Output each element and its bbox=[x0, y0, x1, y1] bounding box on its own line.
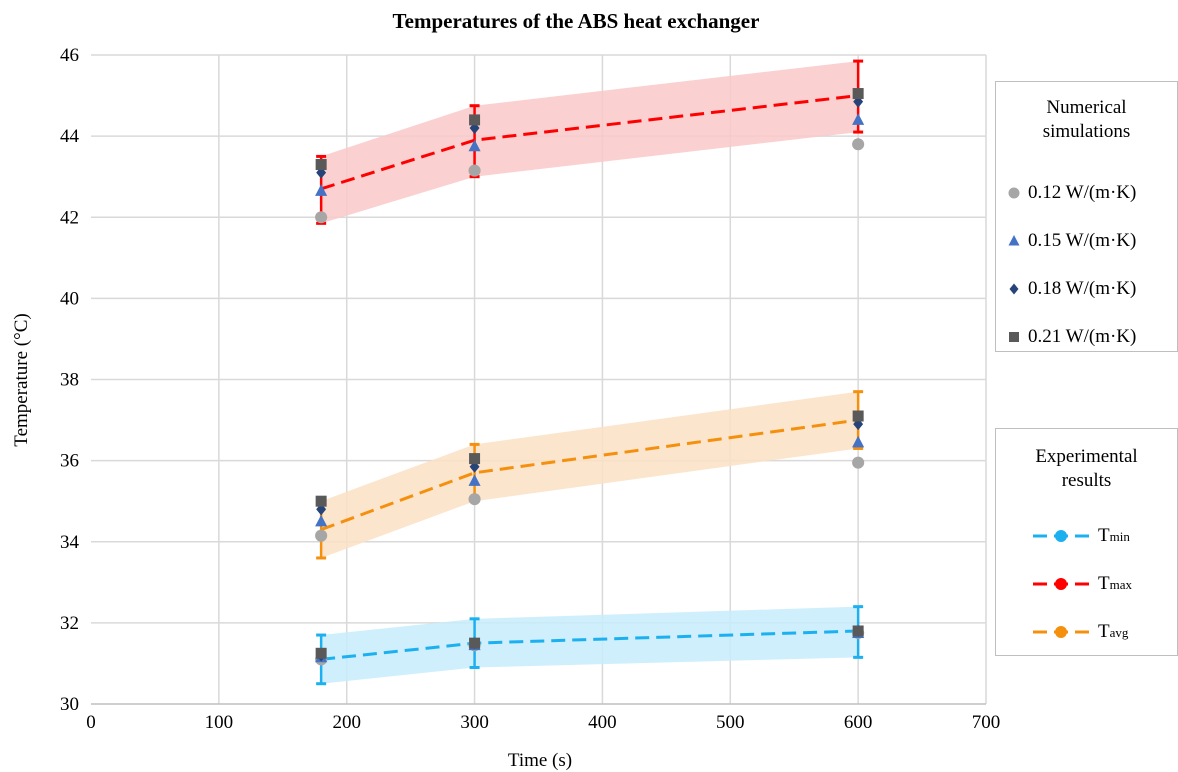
x-tick-label: 0 bbox=[86, 712, 96, 733]
y-tick-label: 36 bbox=[60, 451, 79, 472]
marker-circle bbox=[852, 138, 865, 151]
marker-square bbox=[469, 637, 481, 649]
legend-numerical: Numerical simulations 0.12 W/(m·K) 0.15 W… bbox=[995, 81, 1178, 352]
y-tick-label: 32 bbox=[60, 613, 79, 634]
marker-square bbox=[315, 647, 327, 659]
marker-triangle bbox=[468, 474, 481, 486]
uncertainty-bands bbox=[321, 61, 859, 684]
legend-item-label: 0.12 W/(m·K) bbox=[1028, 182, 1137, 203]
legend-line-max bbox=[1033, 578, 1089, 590]
y-axis-label: Temperature (°C) bbox=[11, 313, 32, 446]
legend-item-min: Tmin bbox=[1032, 523, 1130, 549]
legend-numerical-title: Numerical simulations bbox=[1042, 97, 1131, 142]
legend-item-label: 0.21 W/(m·K) bbox=[1028, 326, 1137, 347]
legend-item-label: 0.15 W/(m·K) bbox=[1028, 230, 1137, 251]
axes: 0 100 200 300 400 500 600 700 30 32 34 36 38 40 42 44 46 bbox=[60, 45, 1000, 733]
legend-item-circle: 0.12 W/(m·K) bbox=[1006, 180, 1136, 206]
legend-item-label: Tavg bbox=[1098, 621, 1129, 642]
marker-triangle bbox=[852, 113, 865, 125]
marker-square bbox=[852, 410, 864, 422]
legend-item-avg: Tavg bbox=[1032, 619, 1128, 645]
legend-line-min bbox=[1033, 530, 1089, 542]
y-tick-label: 38 bbox=[60, 370, 79, 391]
y-tick-label: 42 bbox=[60, 207, 79, 228]
y-tick-label: 30 bbox=[60, 694, 79, 715]
marker-triangle bbox=[315, 514, 328, 527]
marker-square bbox=[469, 114, 481, 126]
y-tick-label: 40 bbox=[60, 288, 79, 309]
marker-circle bbox=[852, 456, 865, 469]
legend-marker-shape bbox=[1008, 235, 1020, 246]
legend-line-marker bbox=[1055, 530, 1067, 542]
x-tick-label: 600 bbox=[844, 712, 873, 733]
legend-marker-shape bbox=[1009, 283, 1019, 295]
legend-experimental: Experimental results Tmin Tmax Tavg bbox=[995, 428, 1178, 656]
marker-square bbox=[469, 453, 481, 465]
x-tick-label: 700 bbox=[972, 712, 1001, 733]
legend-line-avg bbox=[1033, 626, 1089, 638]
x-axis-label: Time (s) bbox=[508, 750, 572, 771]
chart-title: Temperatures of the ABS heat exchanger bbox=[393, 9, 760, 33]
marker-circle bbox=[315, 529, 328, 542]
legend-item-max: Tmax bbox=[1032, 571, 1132, 597]
legend-item-label: Tmax bbox=[1098, 573, 1132, 594]
x-tick-label: 300 bbox=[460, 712, 489, 733]
x-tick-label: 500 bbox=[716, 712, 745, 733]
x-tick-label: 100 bbox=[205, 712, 234, 733]
line-avg bbox=[320, 418, 859, 531]
marker-circle bbox=[468, 164, 481, 177]
x-tick-label: 200 bbox=[332, 712, 361, 733]
legend-marker-shape bbox=[1008, 187, 1020, 199]
marker-triangle bbox=[852, 435, 865, 448]
legend-item-subscript: avg bbox=[1109, 625, 1129, 640]
legend-item-triangle: 0.15 W/(m·K) bbox=[1006, 228, 1136, 254]
band-avg bbox=[321, 391, 859, 558]
legend-marker-diamond bbox=[1009, 283, 1019, 295]
legend-marker-circle bbox=[1008, 187, 1020, 199]
legend-item-subscript: max bbox=[1109, 577, 1132, 592]
band-min bbox=[321, 606, 859, 684]
marker-square bbox=[315, 495, 327, 507]
band-max bbox=[321, 61, 859, 224]
legend-item-subscript: min bbox=[1109, 529, 1130, 544]
y-tick-label: 34 bbox=[60, 532, 80, 553]
legend-line-marker bbox=[1055, 578, 1067, 590]
x-tick-label: 400 bbox=[588, 712, 617, 733]
marker-circle bbox=[468, 493, 481, 506]
legend-item-label: Tmin bbox=[1098, 525, 1130, 546]
marker-square bbox=[852, 88, 864, 100]
y-tick-label: 46 bbox=[60, 45, 79, 66]
marker-triangle bbox=[468, 139, 481, 152]
legend-marker-square bbox=[1009, 332, 1019, 342]
marker-square bbox=[852, 625, 864, 637]
legend-marker-triangle bbox=[1008, 235, 1020, 246]
legend-line-marker bbox=[1055, 626, 1067, 638]
legend-item-square: 0.21 W/(m·K) bbox=[1006, 324, 1136, 350]
legend-marker-shape bbox=[1009, 332, 1019, 342]
simulation-markers bbox=[315, 88, 865, 666]
marker-circle bbox=[315, 211, 328, 224]
y-tick-label: 44 bbox=[60, 126, 80, 147]
marker-triangle bbox=[315, 184, 328, 196]
legend-experimental-title: Experimental results bbox=[1035, 446, 1138, 491]
legend-item-diamond: 0.18 W/(m·K) bbox=[1006, 276, 1136, 302]
legend-item-label: 0.18 W/(m·K) bbox=[1028, 278, 1137, 299]
marker-square bbox=[315, 159, 327, 171]
